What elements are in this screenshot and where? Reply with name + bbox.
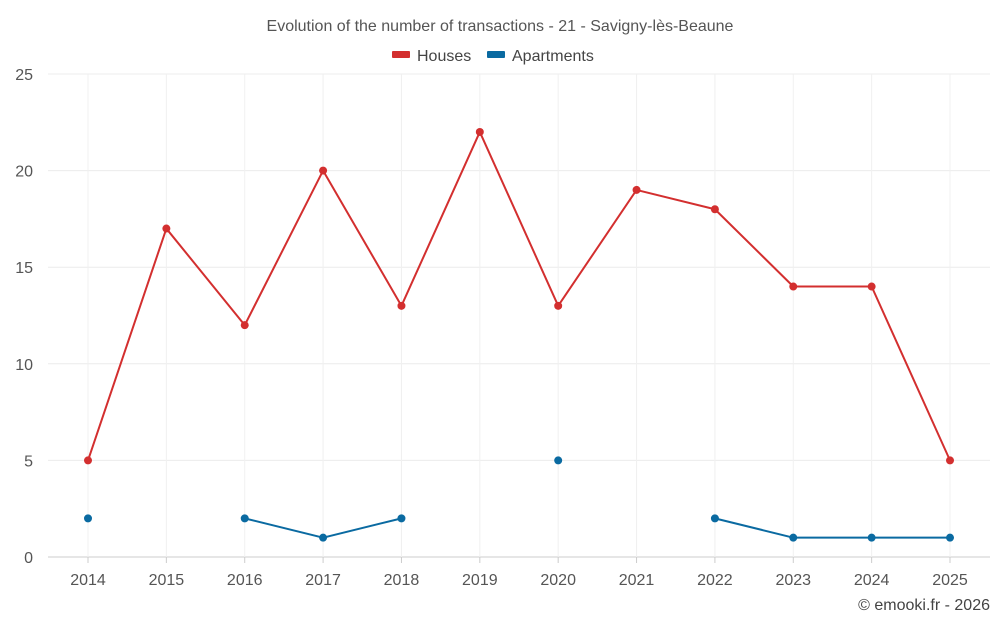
legend-item-apartments[interactable]: Apartments bbox=[487, 48, 594, 65]
data-point-apartments[interactable] bbox=[554, 456, 563, 465]
data-point-houses[interactable] bbox=[397, 301, 406, 310]
y-tick-label: 0 bbox=[24, 550, 33, 567]
legend-label-houses: Houses bbox=[417, 48, 471, 65]
data-point-apartments[interactable] bbox=[946, 533, 954, 542]
legend-item-houses[interactable]: Houses bbox=[392, 48, 471, 65]
data-point-apartments[interactable] bbox=[867, 533, 876, 542]
data-point-houses[interactable] bbox=[867, 282, 876, 291]
x-tick-label: 2019 bbox=[462, 572, 498, 589]
x-tick-label: 2015 bbox=[149, 572, 185, 589]
data-point-apartments[interactable] bbox=[789, 533, 798, 542]
x-tick-label: 2018 bbox=[384, 572, 420, 589]
legend-swatch-houses bbox=[392, 51, 410, 58]
data-point-houses[interactable] bbox=[84, 456, 92, 465]
legend: Houses Apartments bbox=[392, 48, 594, 65]
data-point-houses[interactable] bbox=[240, 321, 249, 330]
legend-label-apartments: Apartments bbox=[512, 48, 594, 65]
chart-title: Evolution of the number of transactions … bbox=[267, 18, 734, 35]
x-tick-label: 2022 bbox=[697, 572, 733, 589]
x-tick-label: 2024 bbox=[854, 572, 890, 589]
data-point-houses[interactable] bbox=[946, 456, 954, 465]
series-layer bbox=[84, 127, 954, 542]
grid-layer bbox=[48, 73, 990, 563]
y-tick-label: 5 bbox=[24, 453, 33, 470]
series-line-apartments bbox=[714, 517, 950, 539]
credit-text: © emooki.fr - 2026 bbox=[858, 597, 990, 614]
y-tick-label: 10 bbox=[15, 357, 33, 374]
y-tick-label: 15 bbox=[15, 260, 33, 277]
series-line-houses bbox=[87, 130, 951, 461]
y-tick-label: 20 bbox=[15, 164, 33, 181]
x-tick-label: 2020 bbox=[540, 572, 576, 589]
x-tick-label: 2023 bbox=[775, 572, 811, 589]
x-tick-label: 2014 bbox=[70, 572, 106, 589]
data-point-houses[interactable] bbox=[554, 301, 563, 310]
data-point-apartments[interactable] bbox=[397, 514, 406, 523]
data-point-apartments[interactable] bbox=[84, 514, 92, 523]
data-point-apartments[interactable] bbox=[710, 514, 719, 523]
x-tick-label: 2021 bbox=[619, 572, 655, 589]
x-tick-label: 2017 bbox=[305, 572, 341, 589]
data-point-houses[interactable] bbox=[319, 166, 328, 175]
data-point-houses[interactable] bbox=[475, 127, 484, 136]
x-tick-label: 2025 bbox=[932, 572, 968, 589]
legend-swatch-apartments bbox=[487, 51, 505, 58]
y-tick-label: 25 bbox=[15, 67, 33, 84]
data-point-apartments[interactable] bbox=[319, 533, 328, 542]
data-point-houses[interactable] bbox=[632, 185, 641, 194]
x-tick-label: 2016 bbox=[227, 572, 263, 589]
data-point-houses[interactable] bbox=[710, 205, 719, 214]
data-point-houses[interactable] bbox=[789, 282, 798, 291]
data-point-apartments[interactable] bbox=[240, 514, 249, 523]
data-point-houses[interactable] bbox=[162, 224, 171, 233]
